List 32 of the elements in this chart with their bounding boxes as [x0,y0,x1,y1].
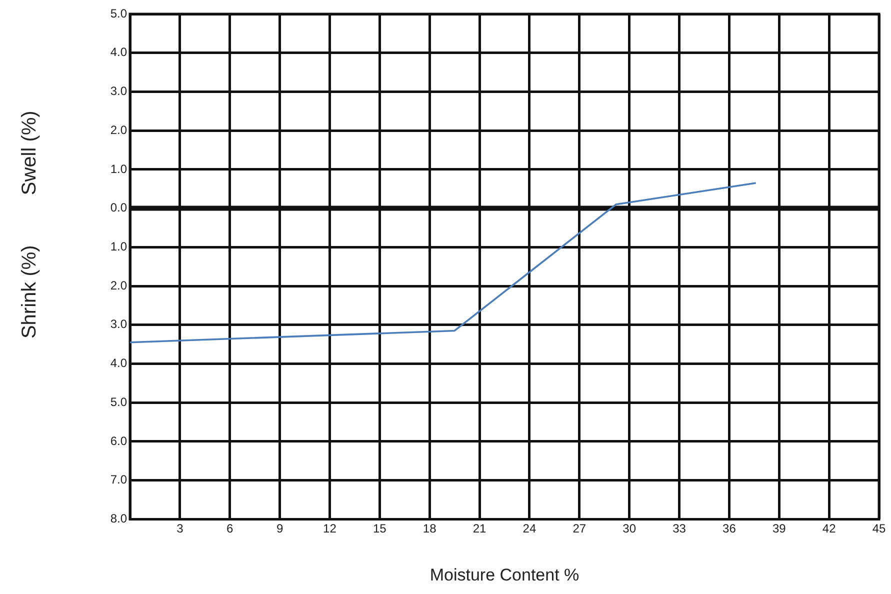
y-tick-label: 0.0 [110,200,128,215]
y-tick-label: 2.0 [110,122,128,137]
y-tick-label: 7.0 [110,472,128,487]
x-tick-label: 24 [522,522,536,536]
y-axis-title: Swell (%) [18,110,41,196]
y-tick-label: 1.0 [110,162,128,176]
x-tick-label: 9 [276,522,284,536]
x-tick-label: 27 [572,522,586,536]
x-tick-label: 3 [176,522,184,536]
x-tick-label: 33 [672,522,686,536]
y-tick-label: 8.0 [110,512,128,526]
x-tick-label: 45 [872,522,886,536]
y-tick-label: 5.0 [110,6,128,20]
y-tick-label: 4.0 [110,45,128,60]
y-tick-label: 3.0 [110,317,128,332]
y-tick-label: 3.0 [110,84,128,98]
x-tick-label: 39 [772,522,786,536]
y-tick-label: 4.0 [110,356,128,370]
y-tick-label: 6.0 [110,434,128,448]
x-tick-label: 6 [226,522,234,536]
x-tick-label: 18 [422,522,437,536]
x-tick-label: 42 [822,522,836,536]
text: Shrink (%) [18,245,41,339]
x-tick-label: 21 [472,522,487,536]
x-tick-label: 12 [323,522,337,536]
x-tick-label: 15 [372,522,387,536]
x-axis-title: Moisture Content % [430,565,580,584]
y-tick-label: 5.0 [110,394,128,409]
y-tick-label: 2.0 [110,278,128,292]
y-tick-label: 1.0 [110,239,128,254]
x-tick-label: 36 [722,522,736,536]
x-tick-label: 30 [622,522,636,536]
